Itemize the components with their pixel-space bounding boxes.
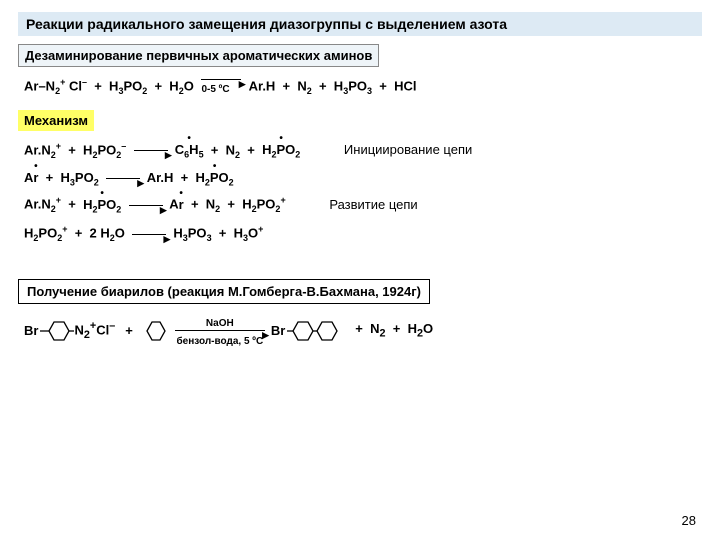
label-chain-prop: Развитие цепи <box>329 197 417 212</box>
equation-initiation: Ar.N2+ + H2PO2– ▸ C6H5 + N2 + H2PO2 Иниц… <box>24 141 702 160</box>
page-number: 28 <box>682 513 696 528</box>
condition-naoh: NaOH <box>206 318 234 329</box>
condition-temp: 0-5 ºC <box>201 84 229 95</box>
equation-gomberg: Br N2+Cl– + NaOH ▸ бензол-вода, 5 ºC Br … <box>24 314 702 347</box>
benzene-icon <box>40 316 74 346</box>
equation-propagation-1: Ar + H3PO2 ▸ Ar.H + H2PO2 <box>24 170 702 188</box>
equation-final: H2PO2+ + 2 H2O ▸ H3PO3 + H3O+ <box>24 224 702 243</box>
main-title: Реакции радикального замещения диазогруп… <box>18 12 702 36</box>
benzene-icon <box>143 316 169 346</box>
equation-deamination: Ar–N2+ Cl– + H3PO2 + H2O ▸ 0-5 ºC Ar.H +… <box>24 77 702 96</box>
equation-propagation-2: Ar.N2+ + H2PO2 ▸ Ar + N2 + H2PO2+ Развит… <box>24 195 702 214</box>
biphenyl-icon <box>287 316 347 346</box>
label-chain-init: Инициирование цепи <box>344 142 472 157</box>
mechanism-label: Механизм <box>18 110 94 131</box>
subtitle-deamination: Дезаминирование первичных ароматических … <box>18 44 379 67</box>
condition-solvent: бензол-вода, 5 ºC <box>176 336 263 347</box>
biaryl-title: Получение биарилов (реакция М.Гомберга-В… <box>18 279 430 304</box>
